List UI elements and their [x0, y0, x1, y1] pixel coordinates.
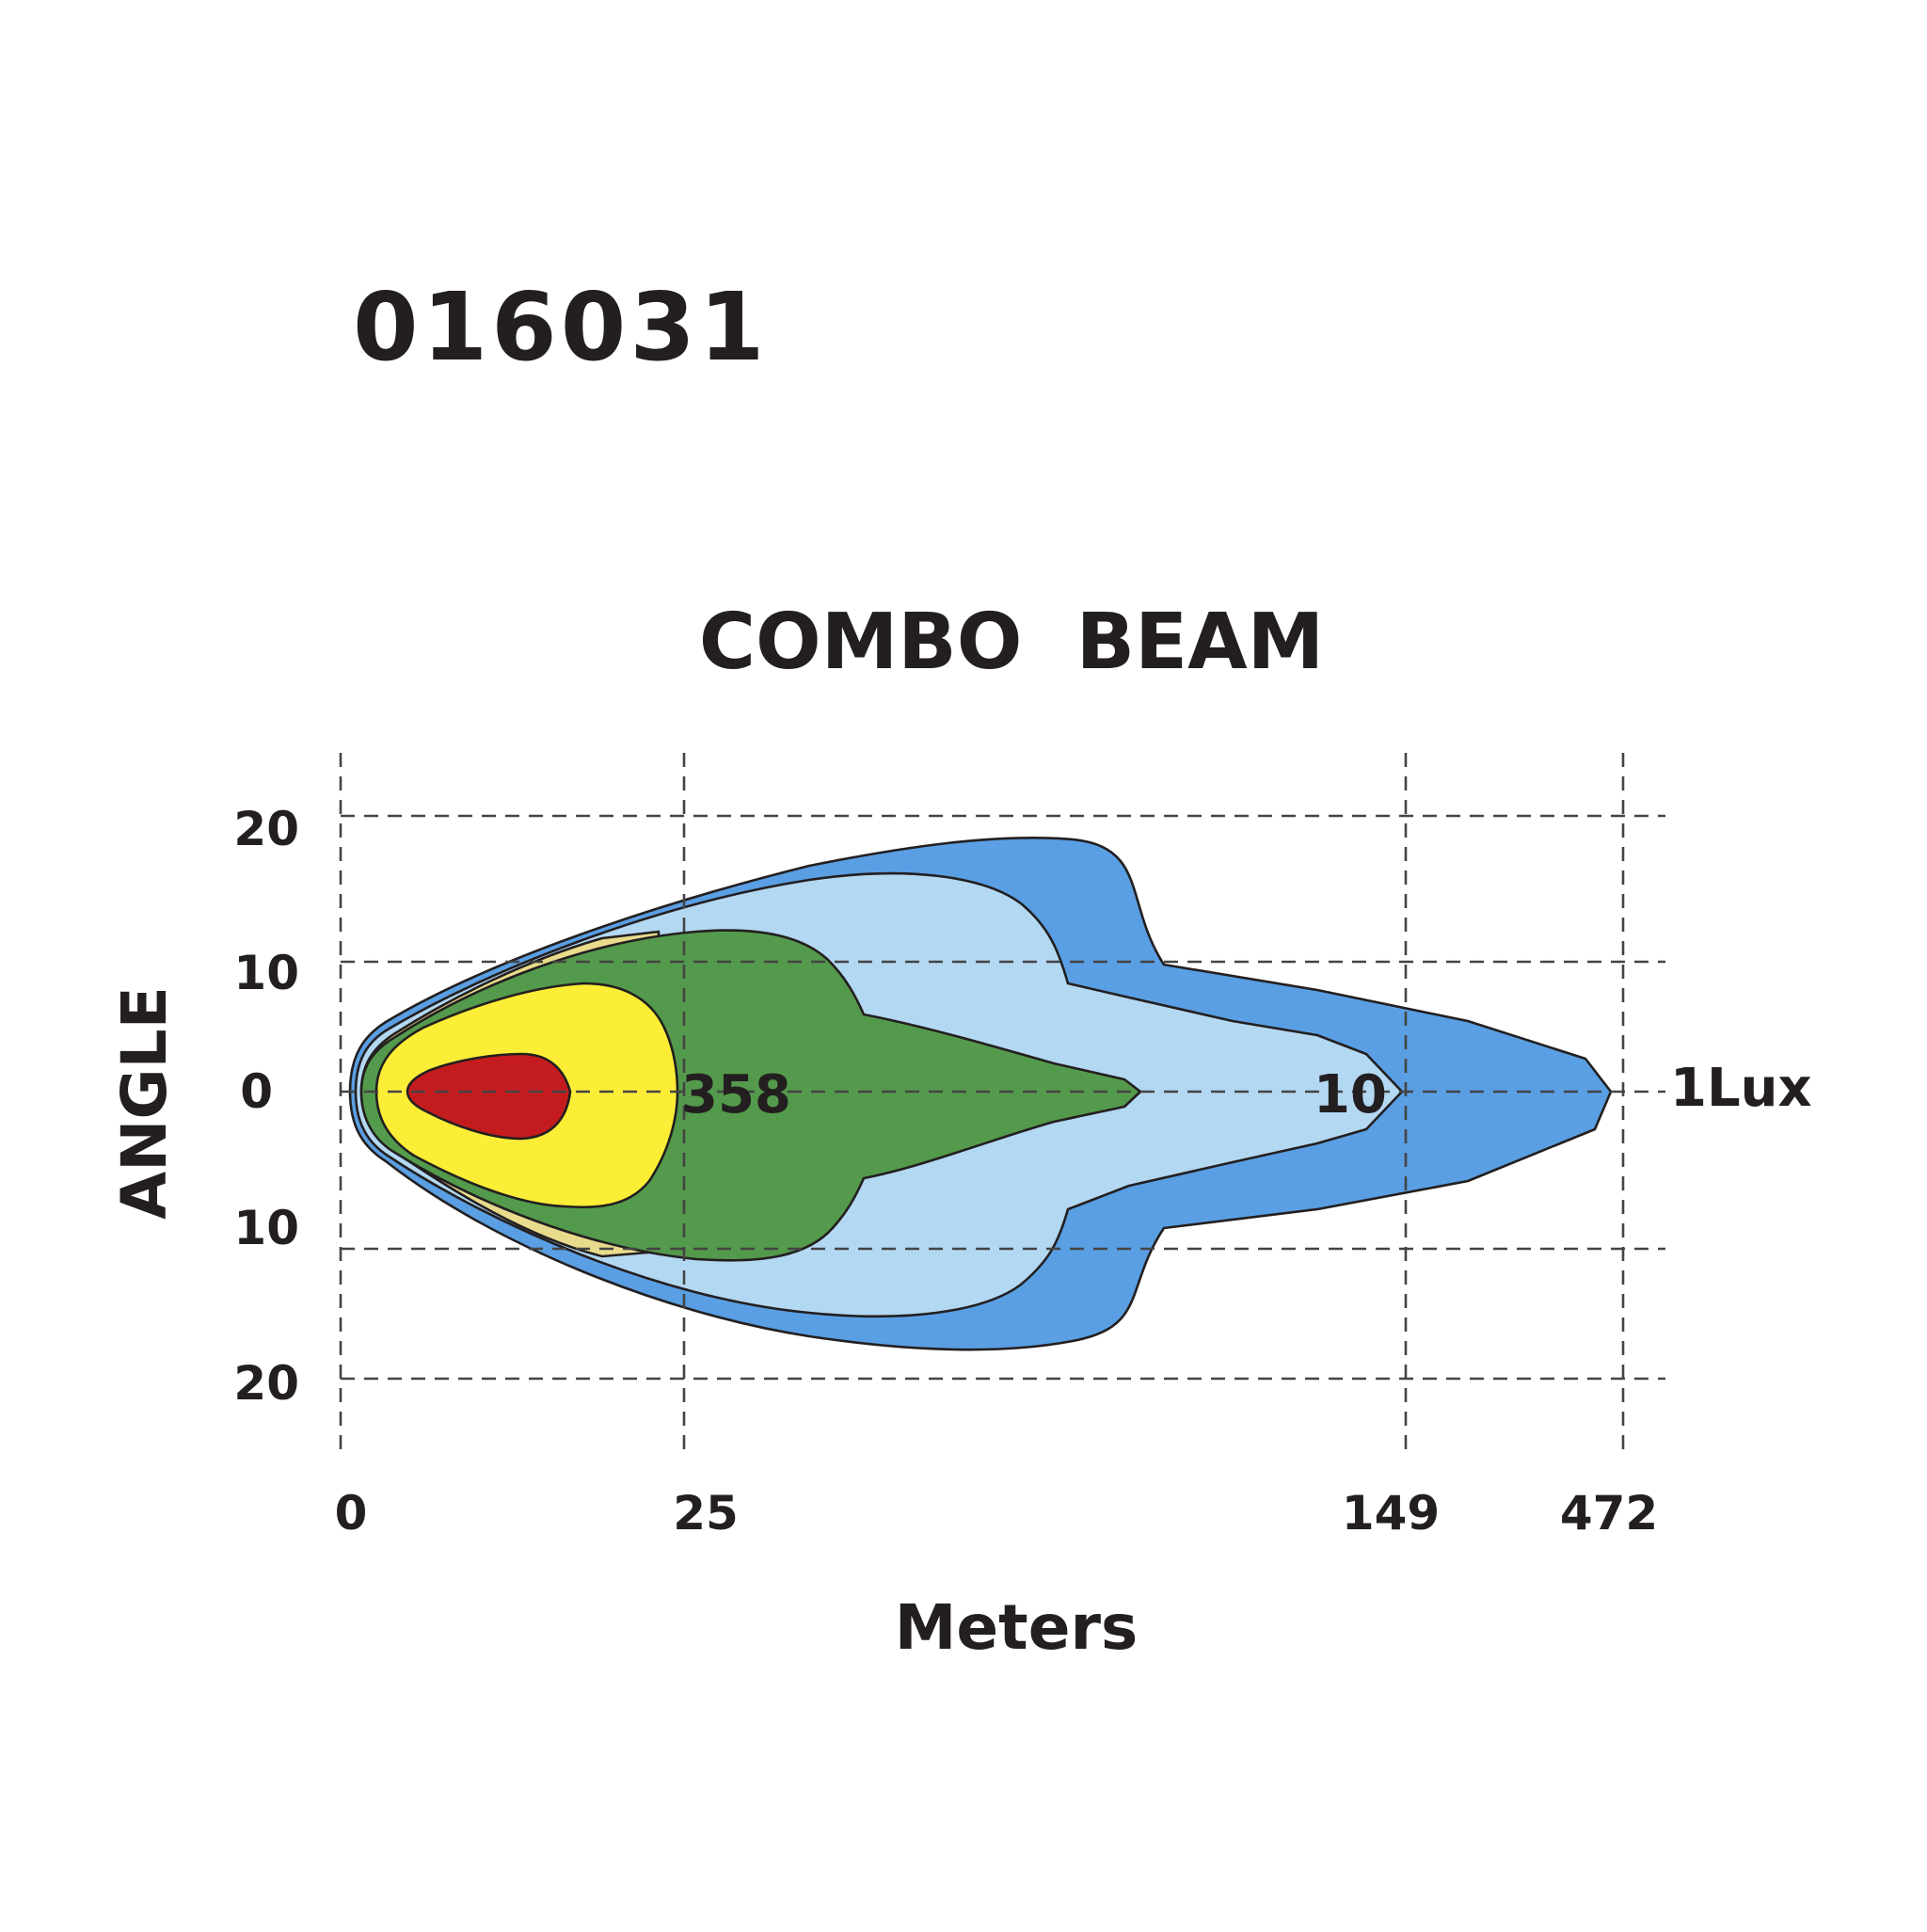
x-axis-ticks: 0 25 149 472 [335, 1486, 1659, 1541]
x-tick-label: 25 [673, 1486, 739, 1541]
y-tick-label: 20 [233, 802, 299, 856]
annotation-1lux: 1Lux [1670, 1058, 1812, 1119]
beam-zones [348, 836, 1613, 1351]
chart-title: COMBO BEAM [699, 598, 1324, 687]
x-tick-label: 0 [335, 1486, 368, 1541]
annotation-10: 10 [1314, 1064, 1387, 1126]
y-axis-ticks: 20 10 0 10 20 [233, 802, 299, 1411]
y-tick-label: 20 [233, 1356, 299, 1411]
lux-annotations: 358 10 1Lux [681, 1058, 1812, 1126]
y-axis-label: ANGLE [108, 986, 181, 1220]
y-tick-label: 10 [233, 946, 299, 1000]
annotation-358: 358 [681, 1064, 791, 1126]
y-tick-label: 10 [233, 1201, 299, 1255]
x-axis-label: Meters [895, 1591, 1139, 1664]
zone-red [406, 1052, 572, 1141]
y-tick-label: 0 [240, 1064, 273, 1119]
model-number: 016031 [353, 272, 768, 382]
chart-grid [339, 753, 1665, 1454]
x-tick-label: 472 [1560, 1486, 1658, 1541]
x-tick-label: 149 [1342, 1486, 1440, 1541]
